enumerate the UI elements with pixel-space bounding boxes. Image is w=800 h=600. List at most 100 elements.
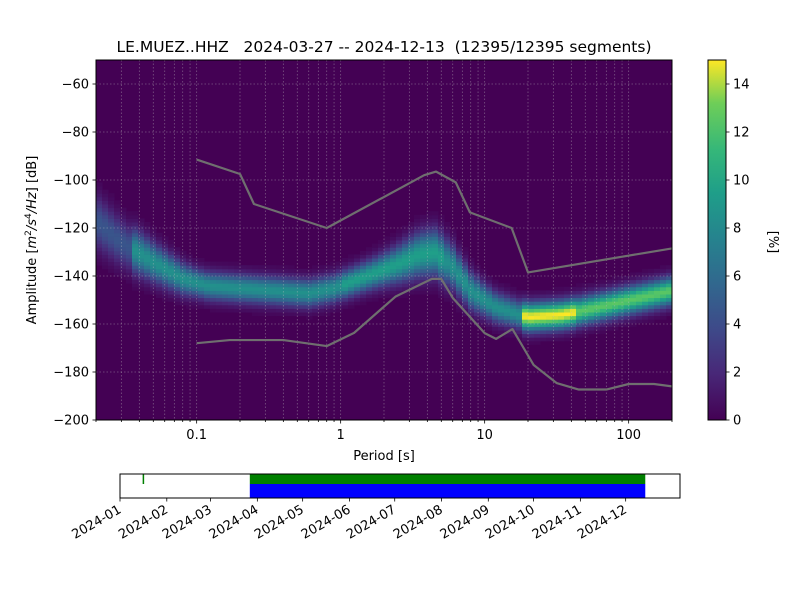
heatmap-cell (102, 254, 109, 259)
heatmap-cell (354, 276, 361, 281)
heatmap-cell (594, 301, 601, 306)
heatmap-cell (312, 268, 319, 273)
heatmap-cell (438, 272, 445, 277)
heatmap-cell (150, 290, 157, 295)
heatmap-cell (348, 290, 355, 295)
heatmap-cell (288, 268, 295, 273)
heatmap-cell (606, 308, 613, 313)
heatmap-cell (132, 236, 139, 241)
heatmap-cell (258, 294, 265, 299)
heatmap-cell (588, 322, 595, 327)
heatmap-cell (534, 308, 541, 313)
heatmap-cell (108, 225, 115, 230)
heatmap-cell (522, 297, 529, 302)
heatmap-cell (564, 326, 571, 331)
heatmap-cell (282, 272, 289, 277)
heatmap-cell (546, 290, 553, 295)
heatmap-cell (582, 290, 589, 295)
heatmap-cell (318, 265, 325, 270)
heatmap-cell (438, 222, 445, 227)
heatmap-cell (150, 254, 157, 259)
heatmap-cell (138, 225, 145, 230)
heatmap-cell (150, 232, 157, 237)
heatmap-cell (270, 312, 277, 317)
heatmap-cell (210, 308, 217, 313)
heatmap-cell (258, 268, 265, 273)
heatmap-cell (408, 276, 415, 281)
heatmap-cell (420, 268, 427, 273)
heatmap-cell (246, 268, 253, 273)
heatmap-cell (444, 240, 451, 245)
heatmap-cell (276, 301, 283, 306)
heatmap-cell (108, 232, 115, 237)
heatmap-cell (468, 304, 475, 309)
heatmap-cell (348, 276, 355, 281)
heatmap-cell (138, 261, 145, 266)
heatmap-cell (594, 326, 601, 331)
heatmap-cell (582, 304, 589, 309)
heatmap-cell (108, 200, 115, 205)
heatmap-cell (270, 290, 277, 295)
colorbar-tick-label: 14 (733, 78, 750, 93)
heatmap-cell (102, 222, 109, 227)
timeline-tick-label: 2024-07 (344, 502, 399, 542)
heatmap-cell (108, 196, 115, 201)
heatmap-cell (156, 290, 163, 295)
timeline-tick-label: 2024-10 (483, 502, 538, 542)
heatmap-cell (102, 236, 109, 241)
heatmap-cell (468, 286, 475, 291)
heatmap-cell (300, 283, 307, 288)
heatmap-cell (138, 254, 145, 259)
heatmap-cell (198, 258, 205, 263)
heatmap-cell (402, 265, 409, 270)
heatmap-cell (294, 279, 301, 284)
heatmap-cell (216, 279, 223, 284)
heatmap-cell (324, 279, 331, 284)
heatmap-cell (594, 315, 601, 320)
heatmap-cell (198, 276, 205, 281)
heatmap-cell (390, 232, 397, 237)
heatmap-cell (180, 286, 187, 291)
heatmap-cell (432, 258, 439, 263)
heatmap-cell (468, 276, 475, 281)
heatmap-cell (150, 261, 157, 266)
heatmap-cell (414, 243, 421, 248)
heatmap-cell (174, 250, 181, 255)
heatmap-cell (384, 283, 391, 288)
heatmap-cell (276, 312, 283, 317)
heatmap-cell (600, 279, 607, 284)
heatmap-cell (150, 279, 157, 284)
heatmap-cell (594, 290, 601, 295)
heatmap-cell (522, 304, 529, 309)
heatmap-cell (228, 308, 235, 313)
heatmap-cell (120, 222, 127, 227)
heatmap-cell (312, 279, 319, 284)
heatmap-cell (360, 294, 367, 299)
heatmap-cell (138, 232, 145, 237)
heatmap-cell (324, 301, 331, 306)
heatmap-cell (306, 290, 313, 295)
heatmap-cell (642, 304, 649, 309)
heatmap-cell (438, 229, 445, 234)
heatmap-cell (450, 250, 457, 255)
heatmap-cell (636, 294, 643, 299)
heatmap-cell (516, 297, 523, 302)
heatmap-cell (180, 258, 187, 263)
heatmap-cell (516, 290, 523, 295)
heatmap-cell (408, 225, 415, 230)
heatmap-cell (198, 261, 205, 266)
heatmap-cell (504, 312, 511, 317)
heatmap-cell (528, 340, 535, 345)
heatmap-cell (594, 308, 601, 313)
heatmap-cell (516, 301, 523, 306)
heatmap-cell (570, 304, 577, 309)
heatmap-cell (162, 243, 169, 248)
heatmap-cell (486, 276, 493, 281)
heatmap-cell (126, 222, 133, 227)
heatmap-cell (126, 218, 133, 223)
heatmap-cell (486, 322, 493, 327)
heatmap-cell (228, 286, 235, 291)
heatmap-cell (606, 301, 613, 306)
heatmap-cell (300, 312, 307, 317)
heatmap-cell (564, 301, 571, 306)
